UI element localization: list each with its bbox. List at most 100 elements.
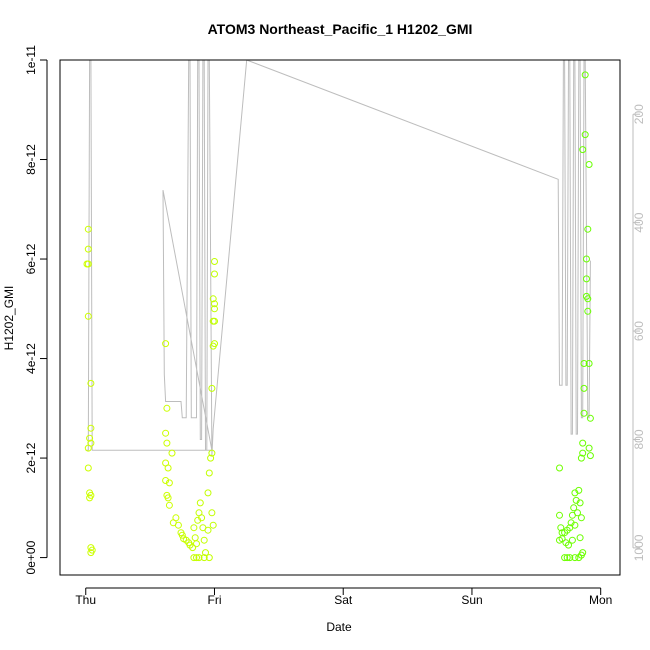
data-point [571, 554, 579, 562]
data-point [581, 71, 589, 79]
data-point [580, 384, 588, 392]
data-point [571, 521, 579, 529]
data-point [211, 340, 218, 348]
x-tick-label: Sun [461, 593, 482, 607]
data-point [198, 514, 206, 522]
data-point [163, 404, 171, 412]
data-point [189, 544, 197, 552]
right-axis-tick-label: 600 [632, 321, 646, 341]
data-point [165, 479, 173, 487]
data-point [576, 534, 584, 542]
right-axis-tick-label: 1000 [632, 534, 646, 561]
data-point [84, 444, 92, 452]
data-point [84, 260, 92, 268]
x-tick-label: Sat [334, 593, 353, 607]
data-point [579, 449, 587, 457]
data-point [190, 554, 198, 562]
data-point [557, 524, 565, 532]
data-point [208, 449, 216, 457]
data-point [200, 536, 208, 544]
data-point [580, 360, 588, 367]
data-point [165, 501, 173, 509]
scatter-points-layer [83, 71, 594, 562]
data-point [584, 225, 592, 233]
axes-layer: 0e+00 2e-12 4e-12 6e-12 8e-12 1e-11 Thu Fri Sat S… [24, 45, 646, 607]
data-point [168, 449, 176, 457]
data-point [162, 429, 170, 437]
data-point [586, 414, 594, 422]
data-point [205, 469, 213, 477]
line-series [85, 60, 591, 456]
data-point [579, 146, 587, 154]
data-point [162, 340, 170, 348]
data-point [567, 519, 575, 527]
data-point [204, 489, 212, 497]
data-point [563, 554, 571, 562]
data-point [87, 379, 95, 387]
data-point [584, 307, 592, 315]
x-axis-label: Date [326, 620, 352, 634]
chart-title: ATOM3 Northeast_Pacific_1 H1202_GMI [208, 21, 473, 37]
data-point [580, 409, 588, 417]
data-point [178, 531, 186, 539]
line-series-layer [85, 60, 591, 456]
data-point [208, 509, 216, 517]
data-point [585, 360, 593, 367]
data-point [193, 540, 200, 548]
data-point [585, 161, 593, 168]
data-point [209, 521, 217, 529]
data-point [84, 464, 92, 472]
data-point [579, 439, 587, 447]
data-point [211, 305, 218, 313]
data-point [174, 521, 182, 529]
data-point [556, 511, 563, 519]
data-point [207, 454, 215, 462]
data-point [558, 535, 566, 543]
data-point [164, 494, 172, 502]
data-point [568, 536, 576, 544]
data-point [583, 292, 590, 300]
y-tick-label: 6e-12 [24, 243, 38, 274]
data-point [211, 270, 218, 278]
data-point [583, 255, 590, 263]
data-point [84, 225, 92, 233]
y-tick-label: 2e-12 [24, 442, 38, 473]
x-tick-label: Mon [589, 593, 612, 607]
data-point [84, 312, 92, 320]
data-point [556, 464, 563, 472]
right-axis-tick-label: 200 [632, 104, 646, 124]
data-point [583, 275, 590, 283]
data-point [576, 499, 584, 507]
data-point [211, 300, 218, 308]
data-point [579, 549, 587, 557]
data-point [200, 554, 208, 562]
data-point [196, 499, 204, 507]
data-point [87, 549, 95, 557]
data-point [575, 486, 583, 494]
data-point [84, 245, 92, 253]
data-point [565, 541, 572, 549]
data-point [577, 514, 585, 522]
data-point [574, 509, 581, 517]
data-point [86, 434, 94, 442]
data-point [577, 454, 585, 462]
data-point [205, 554, 213, 562]
data-point [211, 317, 218, 325]
data-point [566, 554, 574, 562]
y-tick-label: 1e-11 [24, 45, 38, 75]
y-tick-label: 0e+00 [24, 540, 38, 574]
data-point [195, 554, 203, 562]
data-point [191, 534, 199, 542]
data-point [87, 424, 95, 432]
data-point [585, 444, 593, 452]
data-point [202, 549, 209, 557]
data-point [190, 524, 198, 532]
data-point [561, 554, 569, 562]
data-point [193, 554, 200, 562]
y-tick-label: 4e-12 [24, 343, 38, 374]
data-point [204, 526, 212, 534]
data-point [581, 131, 589, 139]
y-tick-label: 8e-12 [24, 144, 38, 175]
x-tick-label: Fri [208, 593, 222, 607]
